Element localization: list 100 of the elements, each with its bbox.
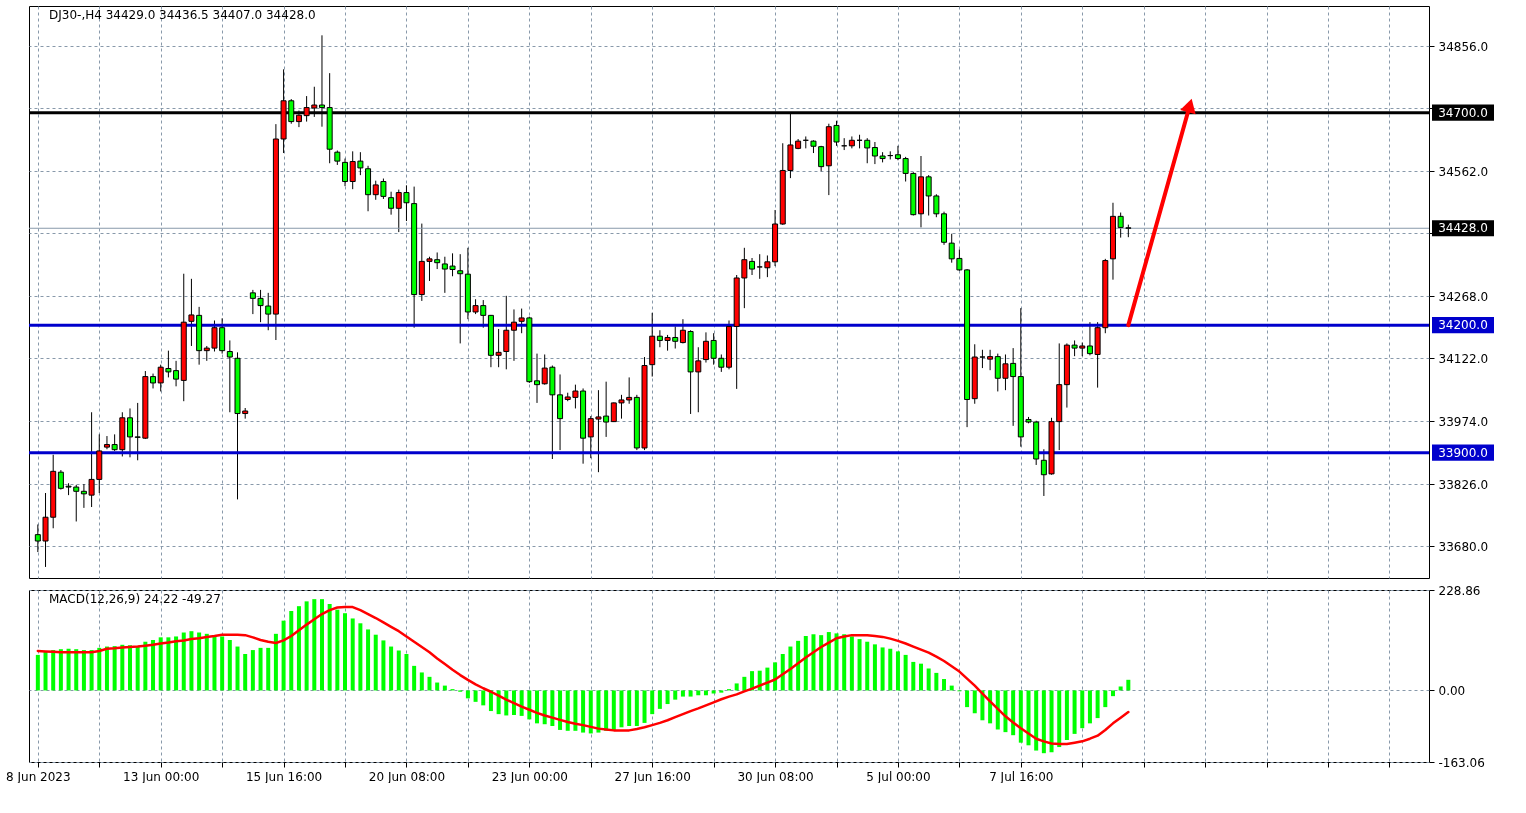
bar [773,662,778,691]
bar [811,634,816,691]
candlestick [979,349,986,369]
bar [212,635,217,691]
bar [942,679,947,691]
bar [826,632,831,691]
candlestick [510,308,517,362]
bar [304,601,309,691]
y-tick-label: 33974.0 [1438,414,1489,429]
bar [573,690,578,731]
bar [343,613,348,691]
y-tick-label: 0.00 [1438,683,1466,698]
bar [796,640,801,691]
bar [404,654,409,691]
bar [650,690,655,715]
candlestick [388,191,395,216]
bar [319,599,324,691]
bar [481,690,486,706]
bar [135,646,140,691]
bar [711,690,716,694]
bar [965,690,970,708]
bar [865,641,870,691]
bar [926,668,931,691]
bar [66,648,71,691]
bar [204,633,209,691]
candlestick [457,253,464,344]
bar [465,690,470,699]
chart-title: DJ30-,H4 34429.0 34436.5 34407.0 34428.0 [49,8,316,22]
candlestick [756,253,763,280]
candlestick [226,339,233,413]
x-tick-label: 27 Jun 16:00 [614,769,691,784]
bar [1118,686,1123,691]
bar [189,631,194,691]
bar [197,632,202,691]
bar [558,690,563,730]
bar [1126,679,1131,691]
x-tick-label: 7 Jul 16:00 [989,769,1054,784]
bar [1049,690,1054,753]
y-tick-label: 228.86 [1438,583,1481,598]
bar [604,690,609,731]
candlestick [534,353,541,404]
bar [742,676,747,691]
bar [995,690,1000,730]
y-tick-label: 34268.0 [1438,289,1489,304]
bar [235,646,240,691]
bar [673,690,678,700]
bar [1072,690,1077,734]
bar [289,611,294,691]
bar [834,633,839,691]
bar [127,645,132,691]
bar [903,654,908,691]
ref-line-label: 34428.0 [1438,221,1488,236]
ref-line-label: 34700.0 [1438,105,1488,120]
candlestick [987,349,994,371]
x-tick-label: 13 Jun 00:00 [123,769,200,784]
bar [143,641,148,691]
bar [972,690,977,714]
bar [596,690,601,733]
bar [1011,690,1016,736]
y-tick-label: 34122.0 [1438,351,1489,366]
bar [849,636,854,691]
bar [627,690,632,726]
bar [273,633,278,691]
x-tick-label: 23 Jun 00:00 [491,769,568,784]
bar [350,618,355,691]
bar [880,647,885,691]
bar [1080,690,1085,729]
bar [412,665,417,691]
bar [227,639,232,691]
bar [788,646,793,691]
bar [358,623,363,691]
bar [1003,690,1008,733]
x-tick-label: 15 Jun 16:00 [245,769,323,784]
bar [81,650,86,691]
bar [888,648,893,691]
bar [51,650,56,691]
candlestick [848,135,855,149]
bar [43,650,48,691]
bar [335,609,340,691]
bar [419,672,424,691]
bar [1041,690,1046,754]
bar [366,629,371,691]
y-tick-label: -163.06 [1438,755,1485,770]
bar [389,646,394,691]
bar [174,636,179,691]
bar [112,646,117,691]
bar [312,599,317,691]
bar [803,636,808,691]
x-tick-label: 20 Jun 08:00 [368,769,446,784]
bar [58,649,63,691]
ref-line-label: 34200.0 [1438,318,1488,333]
bar [696,690,701,696]
bar [1095,690,1100,719]
bar [97,647,102,691]
bar [980,690,985,721]
bar [427,676,432,691]
bar [250,650,255,691]
bar [296,606,301,691]
candlestick [342,158,349,187]
bar [266,647,271,691]
